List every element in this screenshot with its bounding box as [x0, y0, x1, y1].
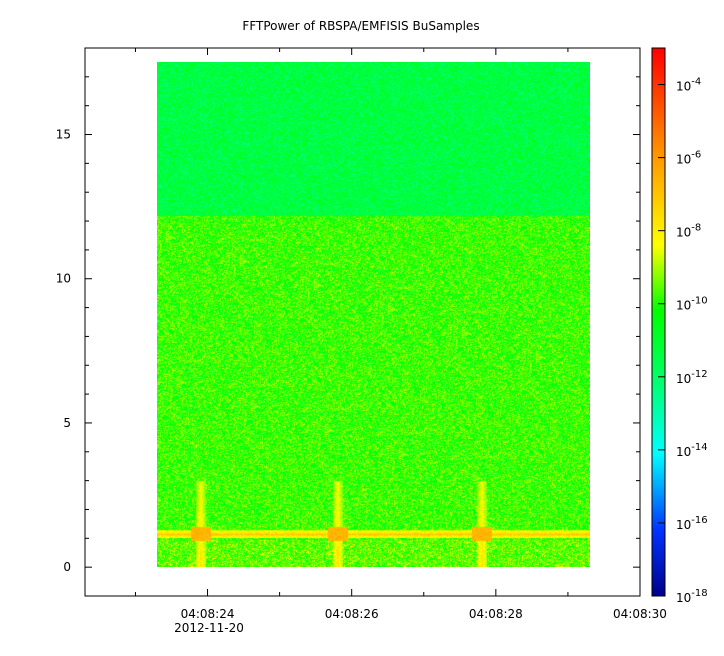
- y-tick-label: 10: [56, 272, 71, 286]
- x-tick-label: 04:08:26: [325, 607, 379, 621]
- spectrogram-pixels: [157, 62, 590, 567]
- colorbar-tick-label: 10-14: [676, 442, 708, 459]
- chart-title: FFTPower of RBSPA/EMFISIS BuSamples: [242, 19, 479, 33]
- x-date-label: 2012-11-20: [174, 621, 244, 635]
- y-tick-label: 5: [63, 416, 71, 430]
- x-tick-label: 04:08:24: [181, 607, 235, 621]
- colorbar-tick-label: 10-18: [676, 588, 708, 605]
- y-axis: 0 5 10 15: [56, 47, 640, 597]
- colorbar-tick-label: 10-10: [676, 296, 708, 313]
- colorbar-tick-label: 10-16: [676, 515, 708, 532]
- y-tick-label: 0: [63, 560, 71, 574]
- colorbar-axis: 10-4 10-6 10-8 10-10 10-12 10-14 10-16 10-18: [658, 77, 708, 605]
- x-tick-label: 04:08:28: [469, 607, 523, 621]
- colorbar-tick-label: 10-6: [676, 150, 701, 167]
- colorbar-tick-label: 10-12: [676, 369, 708, 386]
- colorbar-tick-label: 10-4: [676, 77, 701, 94]
- x-axis: 04:08:24 04:08:26 04:08:28 04:08:30: [134, 48, 667, 621]
- spectrogram-image: [157, 62, 590, 567]
- y-tick-label: 15: [56, 128, 71, 142]
- colorbar: [651, 47, 666, 597]
- colorbar-tick-label: 10-8: [676, 223, 701, 240]
- x-tick-label: 04:08:30: [613, 607, 667, 621]
